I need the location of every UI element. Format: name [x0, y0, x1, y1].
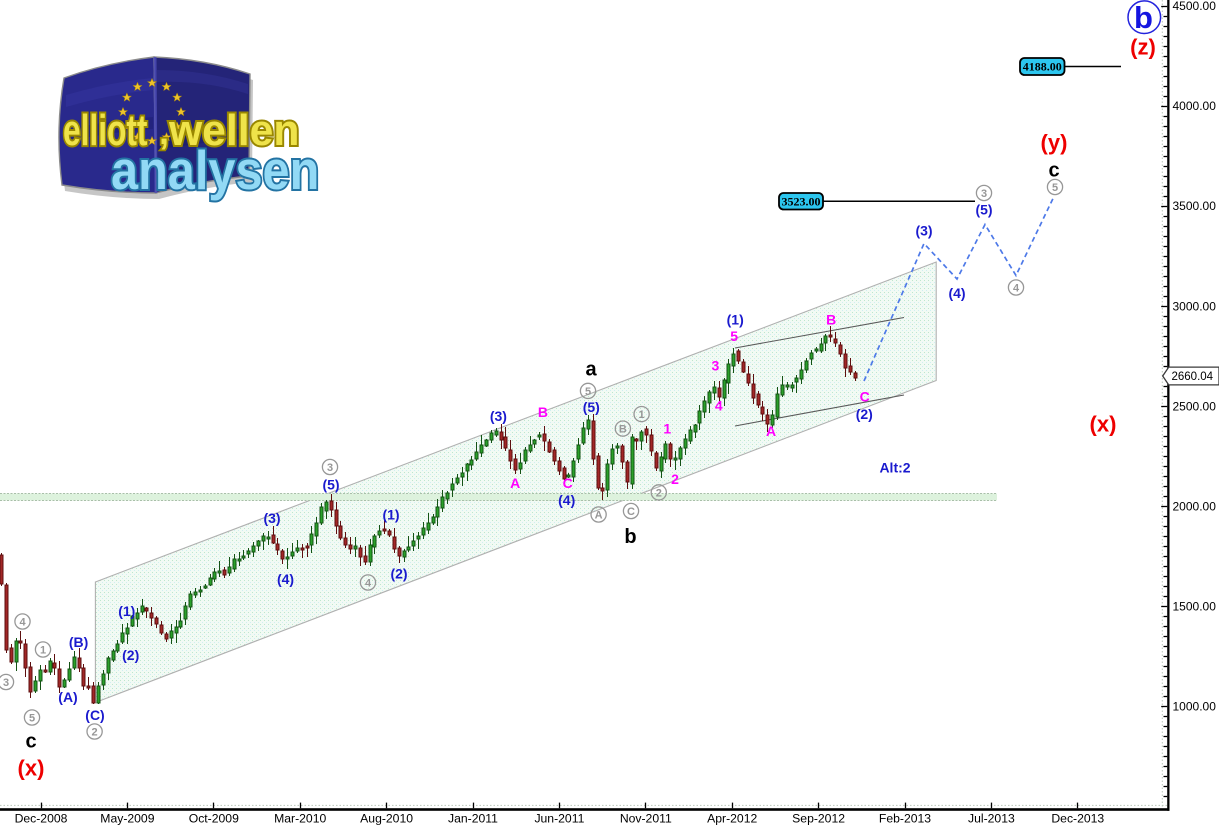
svg-text:2: 2	[92, 727, 98, 739]
svg-text:(3): (3)	[263, 510, 280, 526]
svg-text:Feb-2013: Feb-2013	[879, 812, 931, 826]
svg-text:4: 4	[1013, 283, 1020, 295]
svg-text:(B): (B)	[69, 634, 88, 650]
svg-text:A: A	[510, 475, 520, 491]
svg-text:(1): (1)	[727, 312, 744, 328]
svg-text:b: b	[624, 526, 636, 548]
svg-text:2500.00: 2500.00	[1173, 399, 1217, 413]
svg-text:,: ,	[159, 111, 169, 152]
svg-text:3: 3	[981, 188, 987, 200]
svg-text:1000.00: 1000.00	[1173, 700, 1217, 714]
svg-text:3: 3	[712, 358, 720, 374]
svg-text:(z): (z)	[1130, 35, 1156, 60]
svg-text:Jun-2011: Jun-2011	[534, 812, 584, 826]
svg-text:a: a	[585, 359, 597, 381]
svg-text:(A): (A)	[58, 689, 77, 705]
svg-text:(C): (C)	[85, 707, 104, 723]
svg-text:B: B	[619, 424, 627, 436]
svg-text:(1): (1)	[382, 507, 399, 523]
svg-text:4188.00: 4188.00	[1023, 60, 1062, 74]
svg-text:Nov-2011: Nov-2011	[620, 812, 672, 826]
svg-text:1: 1	[639, 409, 645, 421]
svg-text:4: 4	[365, 578, 372, 590]
svg-text:C: C	[860, 389, 870, 405]
svg-text:2000.00: 2000.00	[1173, 500, 1217, 514]
svg-text:Jul-2013: Jul-2013	[968, 812, 1015, 826]
svg-text:5: 5	[585, 386, 591, 398]
svg-text:3: 3	[3, 677, 9, 689]
svg-text:1: 1	[663, 421, 671, 437]
svg-text:Oct-2009: Oct-2009	[189, 812, 239, 826]
svg-text:(5): (5)	[322, 477, 339, 493]
svg-text:Aug-2010: Aug-2010	[360, 812, 413, 826]
svg-text:4: 4	[19, 617, 26, 629]
svg-text:1500.00: 1500.00	[1173, 600, 1217, 614]
svg-text:analysen: analysen	[111, 140, 319, 201]
svg-text:(2): (2)	[856, 406, 873, 422]
svg-text:(4): (4)	[277, 571, 294, 587]
svg-text:c: c	[25, 731, 36, 753]
svg-text:(x): (x)	[1090, 412, 1117, 437]
svg-text:(4): (4)	[558, 492, 575, 508]
svg-text:Dec-2013: Dec-2013	[1051, 812, 1104, 826]
svg-text:(1): (1)	[118, 603, 135, 619]
svg-text:(y): (y)	[1041, 130, 1068, 155]
svg-text:1: 1	[40, 645, 46, 657]
svg-text:2: 2	[671, 471, 679, 487]
svg-text:(3): (3)	[915, 223, 932, 239]
svg-text:c: c	[1048, 160, 1059, 182]
svg-text:B: B	[538, 404, 548, 420]
svg-text:Sep-2012: Sep-2012	[792, 812, 845, 826]
svg-text:4: 4	[715, 398, 723, 414]
svg-text:5: 5	[1052, 182, 1058, 194]
svg-text:(2): (2)	[390, 566, 407, 582]
svg-text:5: 5	[730, 328, 738, 344]
svg-text:4000.00: 4000.00	[1173, 99, 1217, 113]
svg-text:C: C	[563, 475, 573, 491]
svg-text:(5): (5)	[975, 202, 992, 218]
svg-text:5: 5	[29, 713, 35, 725]
svg-text:Apr-2012: Apr-2012	[707, 812, 757, 826]
svg-text:3523.00: 3523.00	[782, 194, 821, 208]
svg-text:3500.00: 3500.00	[1173, 199, 1217, 213]
svg-text:elliott: elliott	[63, 106, 148, 155]
svg-text:2660.04: 2660.04	[1172, 371, 1214, 383]
svg-text:Dec-2008: Dec-2008	[15, 812, 68, 826]
svg-text:Jan-2011: Jan-2011	[448, 812, 498, 826]
svg-text:Mar-2010: Mar-2010	[274, 812, 326, 826]
svg-text:(5): (5)	[583, 399, 600, 415]
svg-text:(3): (3)	[490, 408, 507, 424]
svg-text:b: b	[1134, 0, 1153, 35]
svg-text:3: 3	[327, 462, 333, 474]
svg-text:3000.00: 3000.00	[1173, 299, 1217, 313]
svg-text:(4): (4)	[948, 285, 965, 301]
svg-text:May-2009: May-2009	[100, 812, 154, 826]
svg-text:4500.00: 4500.00	[1173, 0, 1217, 13]
svg-text:Alt:2: Alt:2	[879, 460, 910, 476]
svg-text:A: A	[766, 423, 776, 439]
svg-text:C: C	[627, 506, 635, 518]
svg-text:A: A	[595, 510, 603, 522]
svg-text:wellen: wellen	[168, 106, 299, 155]
svg-text:2: 2	[656, 487, 662, 499]
svg-text:(2): (2)	[122, 647, 139, 663]
svg-text:B: B	[826, 312, 836, 328]
svg-text:(x): (x)	[18, 756, 45, 781]
